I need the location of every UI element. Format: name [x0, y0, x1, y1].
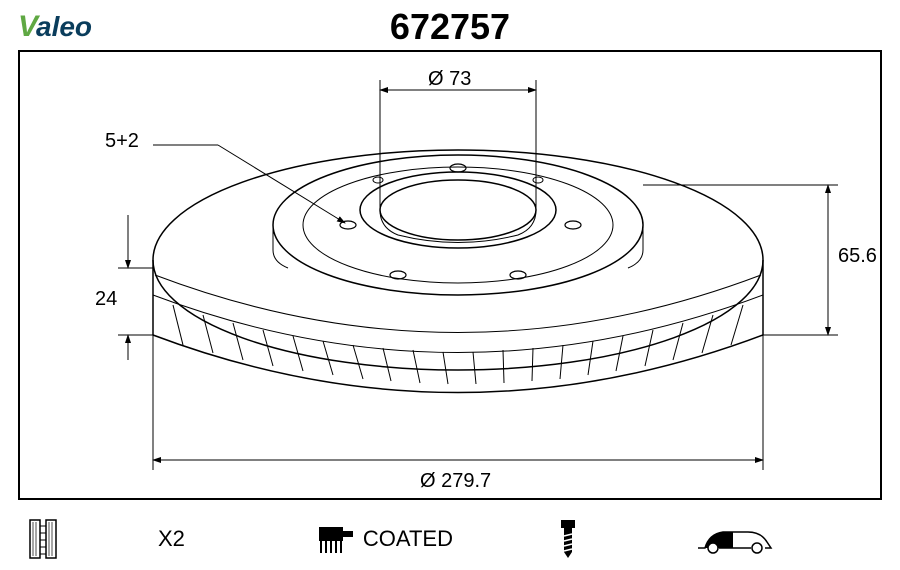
dim-height: 65.6: [838, 245, 877, 268]
quantity-label: X2: [158, 526, 185, 552]
car-position-icon: [693, 522, 773, 556]
dim-bolt-pattern: 5+2: [105, 130, 139, 153]
dim-thickness: 24: [95, 288, 117, 311]
dim-bore-diameter: Ø 73: [428, 68, 471, 91]
brand-logo: V aleo: [18, 8, 138, 53]
disc-type-icon: [28, 518, 58, 560]
part-number: 672757: [390, 6, 510, 48]
svg-text:aleo: aleo: [36, 11, 92, 42]
brake-disc-diagram: [18, 50, 882, 500]
screw-icon: [553, 518, 583, 560]
dim-outer-diameter: Ø 279.7: [420, 470, 491, 493]
footer-row: X2 COATED: [18, 514, 882, 564]
brush-icon: [315, 521, 355, 557]
coated-label: COATED: [315, 521, 453, 557]
